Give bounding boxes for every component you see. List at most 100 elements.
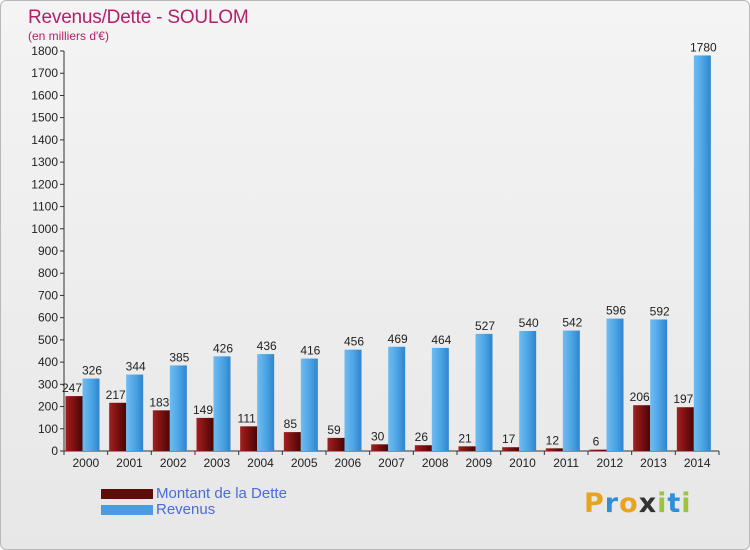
bar-revenus [431, 347, 449, 451]
y-tick-label: 800 [38, 266, 58, 280]
x-tick-label: 2009 [465, 456, 492, 470]
logo-letter: i [681, 488, 692, 519]
value-label-dette: 217 [106, 388, 126, 402]
value-label-dette: 59 [327, 423, 341, 437]
value-label-dette: 6 [593, 435, 600, 449]
bar-dette [196, 417, 214, 451]
bar-revenus [344, 349, 362, 451]
legend-label-revenus: Revenus [156, 501, 216, 518]
x-tick-label: 2000 [72, 456, 99, 470]
value-label-revenus: 464 [431, 333, 451, 347]
x-tick-label: 2014 [684, 456, 711, 470]
bar-revenus [475, 333, 493, 451]
y-tick-label: 900 [38, 244, 58, 258]
logo-letter: i [657, 488, 668, 519]
y-tick-label: 1000 [31, 222, 58, 236]
proxiti-logo: Proxiti [584, 488, 692, 519]
bar-revenus [693, 55, 711, 451]
x-tick-label: 2011 [553, 456, 579, 470]
x-tick-label: 2007 [378, 456, 405, 470]
value-label-revenus: 326 [82, 364, 102, 378]
legend-label-dette: Montant de la Dette [156, 485, 287, 502]
y-tick-label: 600 [38, 311, 58, 325]
y-tick-label: 300 [38, 377, 58, 391]
x-tick-label: 2001 [116, 456, 143, 470]
bar-revenus [388, 346, 406, 451]
value-label-dette: 149 [193, 403, 213, 417]
y-tick-label: 1500 [31, 111, 58, 125]
y-tick-label: 1600 [31, 88, 58, 102]
logo-letter: o [619, 488, 639, 519]
bar-revenus [126, 374, 144, 451]
x-tick-label: 2012 [596, 456, 623, 470]
x-tick-label: 2005 [291, 456, 318, 470]
y-tick-label: 400 [38, 355, 58, 369]
x-tick-label: 2003 [203, 456, 230, 470]
bar-revenus [562, 330, 580, 451]
value-label-revenus: 592 [650, 304, 670, 318]
y-tick-label: 200 [38, 400, 58, 414]
bar-revenus [606, 318, 624, 451]
bar-dette [676, 407, 694, 451]
bar-dette [152, 410, 170, 451]
chart-subtitle: (en milliers d'€) [28, 29, 109, 43]
value-label-dette: 26 [415, 430, 429, 444]
y-tick-label: 1700 [31, 66, 58, 80]
value-label-revenus: 527 [475, 319, 495, 333]
value-label-dette: 85 [284, 417, 298, 431]
legend-swatch-revenus [101, 505, 153, 515]
x-tick-label: 2008 [422, 456, 449, 470]
bar-revenus [213, 356, 231, 451]
value-label-revenus: 469 [388, 332, 408, 346]
chart-bars [65, 55, 711, 451]
value-label-revenus: 1780 [690, 40, 717, 54]
x-tick-label: 2002 [160, 456, 187, 470]
x-tick-label: 2013 [640, 456, 667, 470]
value-label-dette: 12 [546, 433, 560, 447]
legend-swatch-dette [101, 489, 153, 499]
bar-dette [458, 446, 476, 451]
x-tick-label: 2006 [334, 456, 361, 470]
x-tick-label: 2010 [509, 456, 536, 470]
bar-revenus [169, 365, 187, 451]
value-label-dette: 17 [502, 432, 516, 446]
value-label-dette: 197 [673, 392, 693, 406]
y-tick-label: 1400 [31, 133, 58, 147]
y-tick-label: 1300 [31, 155, 58, 169]
value-label-revenus: 540 [519, 316, 539, 330]
chart-labels: 247 217 183 149 111 85 59 30 26 21 17 12 6 206 197 326 3… [62, 40, 717, 448]
bar-dette [414, 445, 432, 451]
bar-dette [633, 405, 651, 451]
logo-letter: x [638, 488, 658, 519]
value-label-revenus: 344 [126, 360, 146, 374]
bar-revenus [257, 354, 275, 451]
value-label-dette: 111 [238, 411, 257, 425]
bar-dette [240, 426, 258, 451]
x-tick-label: 2004 [247, 456, 274, 470]
value-label-revenus: 416 [300, 344, 320, 358]
value-label-dette: 183 [149, 395, 169, 409]
bar-dette [502, 447, 520, 451]
bar-dette [589, 449, 607, 451]
logo-letter: t [667, 488, 682, 519]
value-label-revenus: 426 [213, 341, 233, 355]
value-label-dette: 21 [458, 431, 472, 445]
value-label-revenus: 385 [169, 350, 189, 364]
y-tick-label: 0 [51, 444, 58, 458]
y-tick-label: 100 [38, 422, 58, 436]
bar-revenus [300, 358, 318, 451]
bar-dette [109, 402, 127, 451]
bar-dette [545, 448, 563, 451]
bar-dette [283, 432, 301, 451]
value-label-revenus: 542 [562, 316, 582, 330]
chart-title: Revenus/Dette - SOULOM [28, 7, 249, 28]
y-tick-label: 1800 [31, 44, 58, 58]
logo-letter: r [604, 488, 620, 519]
bar-revenus [519, 331, 537, 451]
bar-dette [65, 396, 83, 451]
y-tick-label: 1100 [32, 200, 58, 214]
y-tick-label: 1200 [31, 177, 58, 191]
value-label-revenus: 596 [606, 304, 626, 318]
